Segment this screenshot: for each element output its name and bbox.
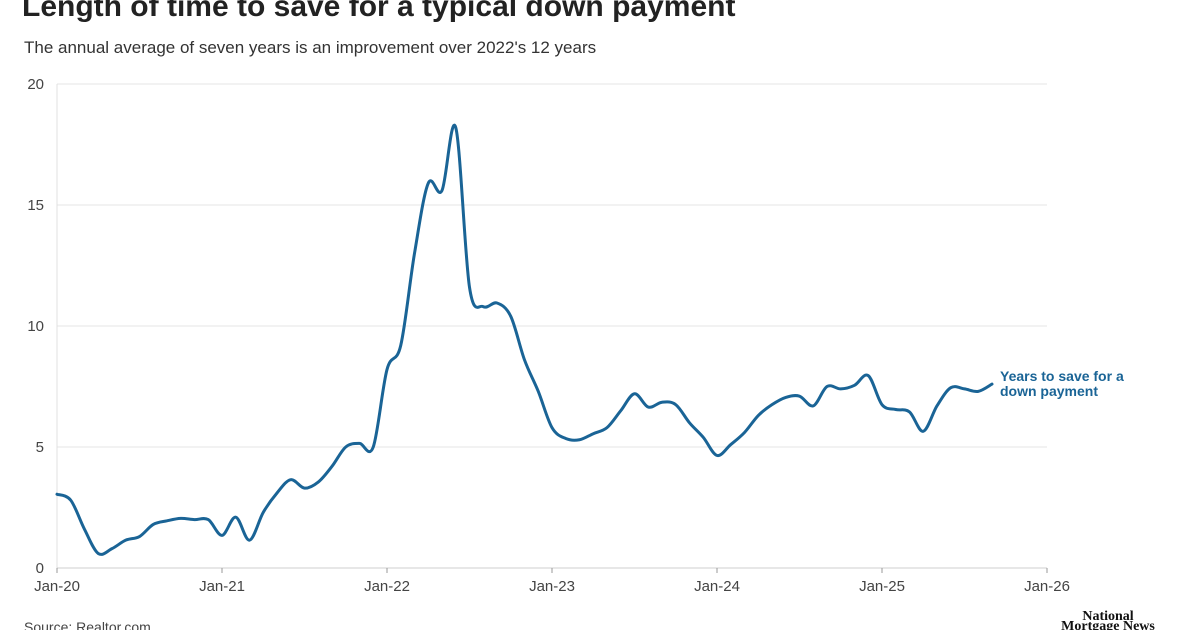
x-tick-label: Jan-22: [364, 578, 410, 595]
series-label: Years to save for a down payment: [1000, 368, 1124, 399]
x-tick-label: Jan-25: [859, 578, 905, 595]
x-tick-label: Jan-26: [1024, 578, 1070, 595]
x-tick-label: Jan-24: [694, 578, 740, 595]
source-note: Source: Realtor.com: [24, 619, 151, 630]
y-tick-label: 5: [36, 439, 44, 456]
y-tick-label: 0: [36, 560, 44, 577]
x-tick-label: Jan-21: [199, 578, 245, 595]
chart-subtitle: The annual average of seven years is an …: [24, 38, 597, 57]
x-tick-label: Jan-23: [529, 578, 575, 595]
y-tick-label: 15: [27, 197, 44, 214]
y-tick-label: 20: [27, 76, 44, 93]
x-tick-label: Jan-20: [34, 578, 80, 595]
y-tick-label: 10: [27, 318, 44, 335]
chart-title: Length of time to save for a typical dow…: [22, 0, 736, 23]
data-line: [55, 123, 994, 556]
logo: National Mortgage News: [1061, 609, 1155, 630]
